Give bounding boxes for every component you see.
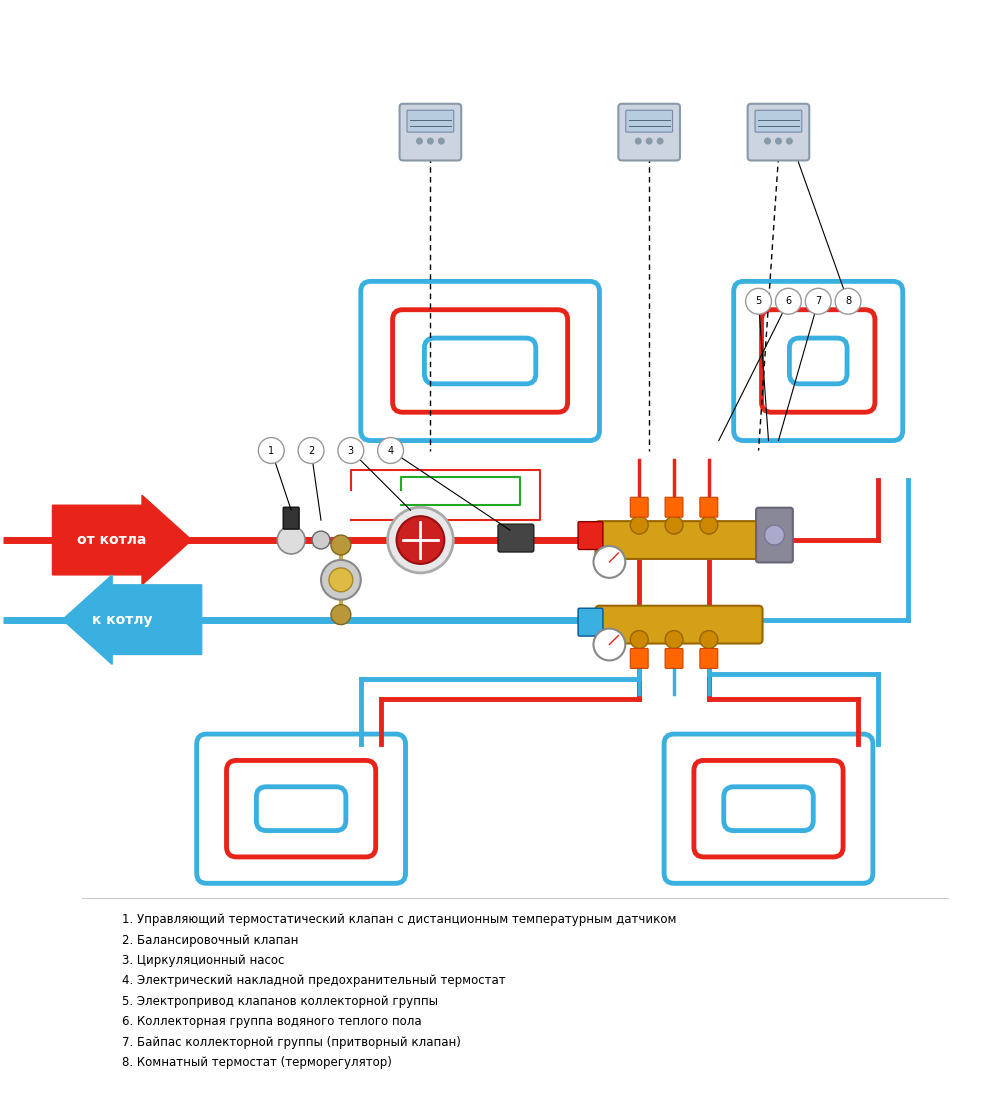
Circle shape (338, 438, 364, 463)
Circle shape (630, 516, 648, 535)
FancyBboxPatch shape (630, 649, 648, 669)
Text: 1. Управляющий термостатический клапан с дистанционным температурным датчиком: 1. Управляющий термостатический клапан с… (122, 913, 677, 926)
FancyBboxPatch shape (700, 497, 718, 517)
Text: 4: 4 (388, 446, 394, 455)
Circle shape (331, 535, 351, 556)
Circle shape (439, 139, 444, 144)
Circle shape (805, 288, 831, 315)
FancyBboxPatch shape (700, 649, 718, 669)
FancyBboxPatch shape (578, 521, 603, 550)
Text: от котла: от котла (77, 534, 147, 547)
Circle shape (298, 438, 324, 463)
FancyBboxPatch shape (578, 608, 603, 636)
Circle shape (746, 288, 771, 315)
Text: 5: 5 (755, 296, 762, 306)
FancyBboxPatch shape (283, 507, 299, 529)
Circle shape (388, 507, 453, 573)
FancyBboxPatch shape (498, 524, 534, 552)
Text: 7: 7 (815, 296, 821, 306)
FancyBboxPatch shape (626, 110, 673, 132)
Circle shape (657, 139, 663, 144)
Circle shape (593, 628, 625, 660)
FancyBboxPatch shape (630, 497, 648, 517)
Text: 3. Циркуляционный насос: 3. Циркуляционный насос (122, 954, 284, 967)
Circle shape (277, 526, 305, 554)
Text: 5. Электропривод клапанов коллекторной группы: 5. Электропривод клапанов коллекторной г… (122, 994, 438, 1008)
Circle shape (630, 630, 648, 649)
Circle shape (593, 546, 625, 578)
FancyBboxPatch shape (595, 521, 763, 559)
Circle shape (378, 438, 404, 463)
Circle shape (329, 568, 353, 592)
Text: 2. Балансировочный клапан: 2. Балансировочный клапан (122, 934, 298, 947)
Circle shape (700, 516, 718, 535)
Circle shape (665, 516, 683, 535)
Text: 6: 6 (785, 296, 791, 306)
Circle shape (787, 139, 792, 144)
Circle shape (776, 139, 781, 144)
Text: 8: 8 (845, 296, 851, 306)
Circle shape (765, 525, 784, 544)
FancyBboxPatch shape (755, 110, 802, 132)
Text: 1: 1 (268, 446, 274, 455)
FancyBboxPatch shape (407, 110, 454, 132)
Circle shape (312, 531, 330, 549)
Text: 2: 2 (308, 446, 314, 455)
FancyBboxPatch shape (748, 103, 809, 161)
Text: 7. Байпас коллекторной группы (притворный клапан): 7. Байпас коллекторной группы (притворны… (122, 1035, 461, 1048)
Circle shape (331, 605, 351, 625)
Text: 6. Коллекторная группа водяного теплого пола: 6. Коллекторная группа водяного теплого … (122, 1015, 422, 1028)
Circle shape (635, 139, 641, 144)
FancyBboxPatch shape (756, 508, 793, 562)
Circle shape (665, 630, 683, 649)
FancyArrow shape (62, 575, 202, 664)
Circle shape (765, 139, 770, 144)
Circle shape (700, 630, 718, 649)
Circle shape (321, 560, 361, 600)
FancyBboxPatch shape (595, 606, 763, 643)
Circle shape (775, 288, 801, 315)
FancyArrow shape (52, 495, 192, 585)
Circle shape (397, 516, 444, 564)
Text: 4. Электрический накладной предохранительный термостат: 4. Электрический накладной предохранител… (122, 975, 506, 988)
Text: 8. Комнатный термостат (терморегулятор): 8. Комнатный термостат (терморегулятор) (122, 1056, 392, 1069)
Circle shape (258, 438, 284, 463)
Text: к котлу: к котлу (92, 613, 152, 627)
Circle shape (646, 139, 652, 144)
FancyBboxPatch shape (665, 497, 683, 517)
FancyBboxPatch shape (618, 103, 680, 161)
Circle shape (835, 288, 861, 315)
Circle shape (428, 139, 433, 144)
FancyBboxPatch shape (665, 649, 683, 669)
Circle shape (417, 139, 422, 144)
FancyBboxPatch shape (400, 103, 461, 161)
Text: 3: 3 (348, 446, 354, 455)
